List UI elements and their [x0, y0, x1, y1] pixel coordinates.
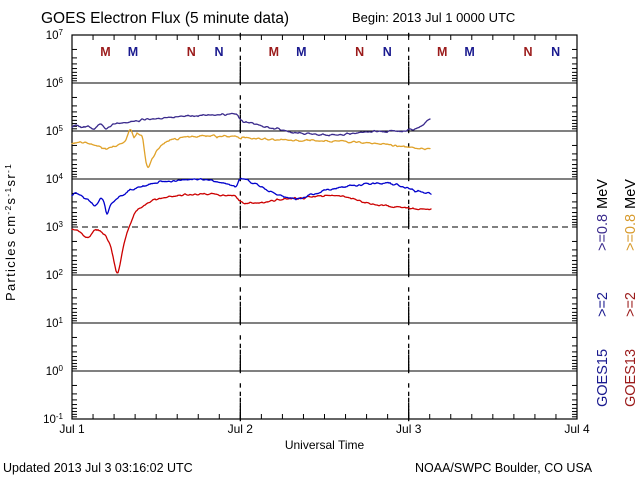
svg-text:N: N — [355, 45, 364, 59]
svg-text:103: 103 — [46, 220, 64, 234]
svg-text:GOES15: GOES15 — [595, 349, 611, 407]
svg-text:M: M — [128, 45, 138, 59]
svg-text:N: N — [187, 45, 196, 59]
svg-text:Jul 1: Jul 1 — [59, 422, 85, 436]
svg-text:N: N — [523, 45, 532, 59]
svg-text:101: 101 — [46, 316, 64, 330]
svg-text:Universal Time: Universal Time — [285, 438, 365, 452]
svg-text:Jul 3: Jul 3 — [396, 422, 422, 436]
svg-text:M: M — [296, 45, 306, 59]
svg-text:Particles cm-2s-1sr-1: Particles cm-2s-1sr-1 — [3, 163, 18, 301]
svg-text:>=0.8 MeV: >=0.8 MeV — [595, 179, 611, 251]
svg-text:>=0.8 MeV: >=0.8 MeV — [623, 179, 639, 251]
svg-text:Jul 4: Jul 4 — [564, 422, 590, 436]
svg-text:>=2: >=2 — [623, 292, 639, 317]
svg-text:M: M — [464, 45, 474, 59]
svg-text:104: 104 — [46, 172, 64, 186]
svg-text:106: 106 — [46, 76, 64, 90]
svg-text:100: 100 — [46, 364, 64, 378]
svg-text:GOES Electron Flux (5 minute d: GOES Electron Flux (5 minute data) — [41, 10, 289, 27]
svg-text:105: 105 — [46, 124, 64, 138]
svg-text:M: M — [100, 45, 110, 59]
svg-text:Jul 2: Jul 2 — [228, 422, 254, 436]
svg-text:>=2: >=2 — [595, 292, 611, 317]
svg-text:N: N — [551, 45, 560, 59]
svg-text:Begin: 2013 Jul 1 0000 UTC: Begin: 2013 Jul 1 0000 UTC — [352, 10, 515, 25]
svg-text:M: M — [437, 45, 447, 59]
svg-text:GOES13: GOES13 — [623, 349, 639, 407]
svg-text:107: 107 — [46, 28, 64, 42]
svg-text:102: 102 — [46, 268, 64, 282]
svg-text:N: N — [383, 45, 392, 59]
svg-text:Updated 2013 Jul 3 03:16:02 U: Updated 2013 Jul 3 03:16:02 UTC — [3, 461, 193, 475]
svg-text:NOAA/SWPC Boulder, CO USA: NOAA/SWPC Boulder, CO USA — [415, 461, 593, 475]
svg-text:N: N — [214, 45, 223, 59]
svg-text:M: M — [269, 45, 279, 59]
